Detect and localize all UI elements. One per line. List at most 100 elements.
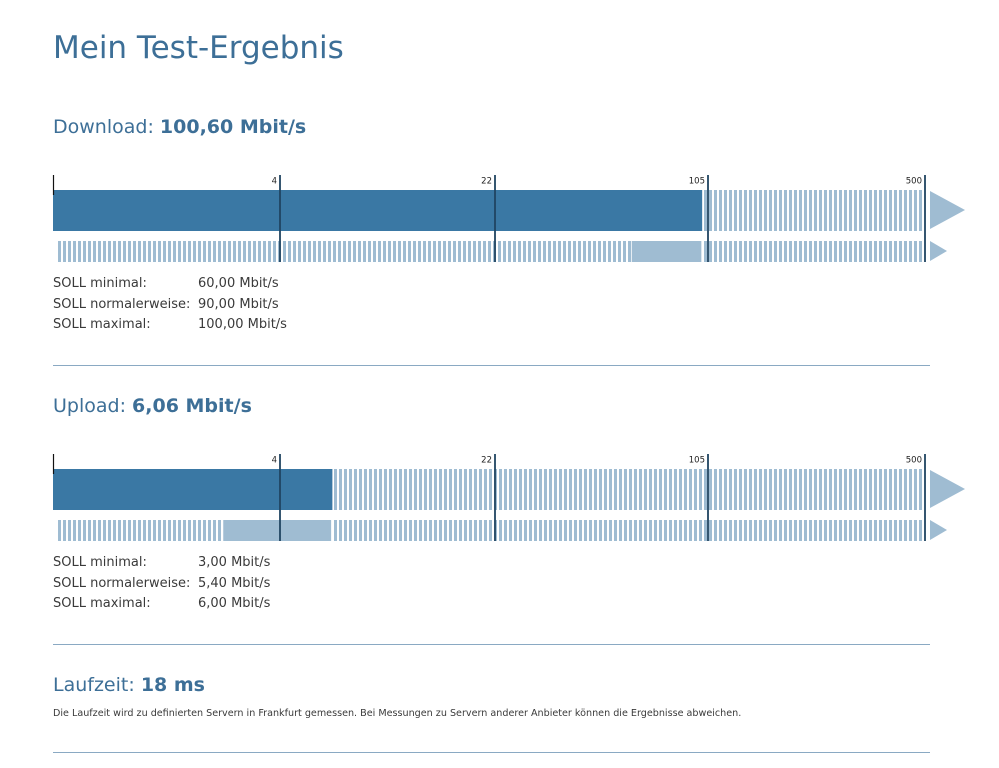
upload-range-track — [369, 520, 372, 541]
download-range-track — [338, 241, 341, 262]
download-range-track — [228, 241, 231, 262]
upload-range-track — [734, 520, 737, 541]
download-range-track — [784, 241, 787, 262]
upload-range-track — [359, 520, 362, 541]
upload-bar-track — [764, 469, 767, 510]
download-range-track — [243, 241, 246, 262]
upload-bar-track — [819, 469, 822, 510]
upload-range-track — [909, 520, 912, 541]
upload-range-track — [153, 520, 156, 541]
download-range-track — [393, 241, 396, 262]
upload-range-track — [168, 520, 171, 541]
upload-range-track — [654, 520, 657, 541]
download-range-track — [203, 241, 206, 262]
upload-range-track — [193, 520, 196, 541]
upload-bar-track — [799, 469, 802, 510]
upload-bar-track — [424, 469, 427, 510]
download-range-track — [298, 241, 301, 262]
latency-note: Die Laufzeit wird zu definierten Servern… — [53, 708, 742, 719]
upload-range-track — [58, 520, 61, 541]
upload-bar-track — [619, 469, 622, 510]
download-bar-track — [859, 190, 862, 231]
download-range-track — [528, 241, 531, 262]
download-bar-track — [849, 190, 852, 231]
upload-bar-track — [444, 469, 447, 510]
download-range-track — [93, 241, 96, 262]
download-range-track — [223, 241, 226, 262]
download-range-track — [884, 241, 887, 262]
upload-bar-track — [909, 469, 912, 510]
upload-bar-track — [699, 469, 702, 510]
download-range-track — [268, 241, 271, 262]
upload-bar-track — [499, 469, 502, 510]
download-range-track — [538, 241, 541, 262]
upload-range-track — [834, 520, 837, 541]
download-range-track — [483, 241, 486, 262]
upload-bar-track — [784, 469, 787, 510]
upload-range-track — [609, 520, 612, 541]
soll-value: 60,00 Mbit/s — [198, 276, 279, 291]
upload-bar-track — [389, 469, 392, 510]
upload-range-track — [599, 520, 602, 541]
upload-range-track — [769, 520, 772, 541]
download-range-track — [378, 241, 381, 262]
download-range-track — [248, 241, 251, 262]
upload-range-track — [759, 520, 762, 541]
upload-range-track — [814, 520, 817, 541]
download-range-track — [448, 241, 451, 262]
upload-range-track — [659, 520, 662, 541]
upload-range-track — [524, 520, 527, 541]
download-bar-track — [739, 190, 742, 231]
upload-range-track — [699, 520, 702, 541]
download-value: 100,60 Mbit/s — [159, 116, 307, 138]
download-range-track — [423, 241, 426, 262]
download-bar-track — [909, 190, 912, 231]
download-range-track — [543, 241, 546, 262]
download-range-track — [88, 241, 91, 262]
upload-range-track — [724, 520, 727, 541]
download-bar-track — [919, 190, 922, 231]
upload-range-track — [619, 520, 622, 541]
download-range-track — [123, 241, 126, 262]
upload-bar-track — [694, 469, 697, 510]
tick-label: 105 — [689, 456, 705, 466]
upload-range-track — [729, 520, 732, 541]
upload-range-track — [384, 520, 387, 541]
download-range-track — [709, 241, 712, 262]
divider — [53, 752, 930, 753]
download-bar-track — [854, 190, 857, 231]
latency-value: 18 ms — [140, 674, 205, 696]
upload-bar-track — [599, 469, 602, 510]
download-range-track — [73, 241, 76, 262]
upload-range-track — [719, 520, 722, 541]
upload-range-track — [854, 520, 857, 541]
upload-range-track — [664, 520, 667, 541]
upload-bar-track — [344, 469, 347, 510]
upload-bar-track — [724, 469, 727, 510]
upload-bar-track — [674, 469, 677, 510]
upload-range-track — [764, 520, 767, 541]
download-bar-track — [759, 190, 762, 231]
download-bar-track — [864, 190, 867, 231]
upload-range-track — [539, 520, 542, 541]
upload-bar-track — [834, 469, 837, 510]
upload-range-track — [218, 520, 221, 541]
download-bar-track — [779, 190, 782, 231]
download-range-track — [108, 241, 111, 262]
download-range-track — [819, 241, 822, 262]
soll-label: SOLL maximal: — [53, 596, 151, 611]
download-range-track — [553, 241, 556, 262]
download-bar-track — [819, 190, 822, 231]
download-range-track — [128, 241, 131, 262]
download-range-track — [513, 241, 516, 262]
download-bar-track — [754, 190, 757, 231]
upload-range-track — [188, 520, 191, 541]
upload-bar-track — [439, 469, 442, 510]
upload-range-track — [549, 520, 552, 541]
upload-range-track — [213, 520, 216, 541]
upload-bar-track — [754, 469, 757, 510]
soll-value: 100,00 Mbit/s — [198, 317, 287, 332]
upload-range-track — [128, 520, 131, 541]
upload-bar-track — [919, 469, 922, 510]
upload-range-track — [819, 520, 822, 541]
